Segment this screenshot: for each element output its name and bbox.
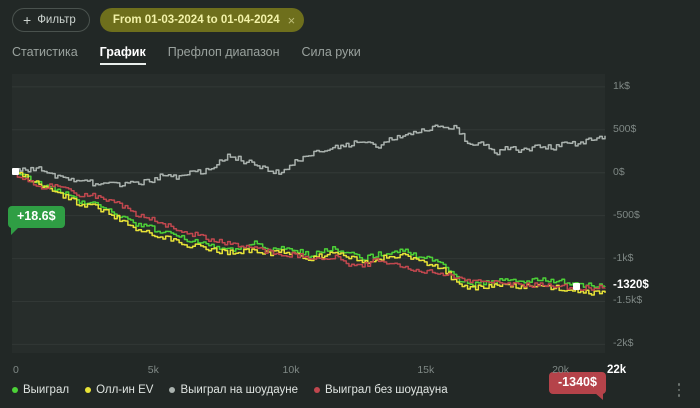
badge-green-value: +18.6$ [8, 206, 65, 234]
badge-red-value: -1340$ [549, 372, 606, 399]
y-axis-tick-label: -1k$ [613, 251, 634, 264]
series-line [12, 169, 606, 288]
legend-label: Олл-ин EV [96, 384, 154, 396]
tab-statistika[interactable]: Статистика [12, 45, 78, 65]
legend-label: Выиграл без шоудауна [324, 384, 448, 396]
legend-item-allin-ev[interactable]: Олл-ин EV [85, 384, 153, 396]
filter-button-label: Фильтр [37, 14, 76, 26]
tab-label: Статистика [12, 45, 78, 59]
close-icon[interactable]: × [287, 12, 296, 28]
plus-icon: + [23, 11, 32, 28]
tab-sila-ruki[interactable]: Сила руки [302, 45, 361, 65]
tab-bar: Статистика График Префлоп диапазон Сила … [12, 45, 361, 71]
date-range-chip-label: From 01-03-2024 to 01-04-2024 [112, 14, 280, 26]
legend-item-vyigral-na-shoudaune[interactable]: Выиграл на шоудауне [169, 384, 298, 396]
y-axis-tick-label: -1.5k$ [613, 294, 643, 307]
legend-item-vyigral-bez-shoudauna[interactable]: Выиграл без шоудауна [313, 384, 448, 396]
chart-cursor-marker [12, 168, 19, 176]
y-axis-tick-label: 1k$ [613, 79, 630, 92]
tab-label: График [99, 45, 146, 59]
y-axis-tick-label: -2k$ [613, 337, 634, 350]
toolbar: + Фильтр From 01-03-2024 to 01-04-2024 × [0, 0, 700, 40]
tab-label: Сила руки [301, 45, 361, 59]
chart-svg [12, 86, 606, 345]
legend-item-vyigral[interactable]: Выиграл [12, 384, 69, 396]
chart-legend: Выиграл Олл-ин EV Выиграл на шоудауне Вы… [12, 384, 448, 396]
legend-color-dot [169, 387, 176, 393]
series-line [12, 169, 606, 296]
x-axis-tick-label: 0 [13, 364, 19, 376]
legend-label: Выиграл [23, 384, 70, 396]
x-axis-tick-label: 22k [607, 364, 627, 376]
y-axis-tick-label: 500$ [613, 122, 637, 135]
more-vertical-icon[interactable] [672, 380, 686, 400]
chart-cursor-marker [573, 283, 580, 291]
y-axis-tick-label: -1320$ [613, 279, 649, 292]
legend-label: Выиграл на шоудауне [180, 384, 298, 396]
series-line [12, 124, 606, 188]
x-axis-tick-label: 10k [282, 364, 300, 376]
legend-color-dot [85, 387, 92, 393]
filter-button[interactable]: + Фильтр [12, 8, 90, 32]
legend-color-dot [313, 387, 320, 393]
series-line [12, 171, 606, 292]
x-axis-tick-label: 5k [147, 364, 159, 376]
x-axis-tick-label: 20k [552, 364, 570, 376]
date-range-chip[interactable]: From 01-03-2024 to 01-04-2024 × [99, 8, 305, 32]
tab-grafik[interactable]: График [99, 45, 146, 65]
tab-preflop-diapazon[interactable]: Префлоп диапазон [168, 45, 280, 65]
legend-color-dot [12, 387, 18, 393]
y-axis-tick-label: 0$ [613, 165, 625, 178]
tab-label: Префлоп диапазон [167, 45, 280, 59]
y-axis-tick-label: -500$ [613, 208, 640, 221]
x-axis-tick-label: 15k [417, 364, 435, 376]
chart-container[interactable]: +18.6$ -1340$ 1k$ 500$ 0$ -500$ -1k$ -1320$ -1… [0, 74, 700, 408]
